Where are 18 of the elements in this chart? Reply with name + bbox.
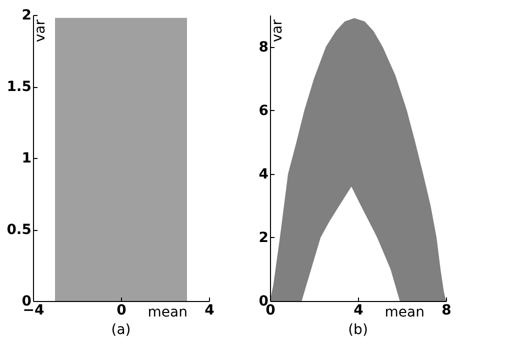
y-axis-title: var bbox=[32, 19, 48, 42]
y-axis-title: var bbox=[270, 19, 286, 42]
y-tick-label: 6 bbox=[258, 102, 268, 119]
y-tick-label: 1 bbox=[22, 150, 32, 166]
y-tick-label: 0.5 bbox=[6, 222, 32, 238]
x-tick-label: 0 bbox=[116, 302, 127, 318]
x-tick-label: 4 bbox=[354, 302, 364, 318]
x-tick-label: 8 bbox=[442, 302, 452, 318]
x-tick-label: 4 bbox=[204, 302, 215, 318]
y-tick-label: 1.5 bbox=[6, 79, 32, 95]
x-axis-title: mean bbox=[148, 304, 188, 320]
x-axis-title: mean bbox=[384, 304, 424, 320]
y-tick-label: 8 bbox=[258, 39, 268, 56]
text: (b) bbox=[348, 322, 368, 338]
text: (a) bbox=[111, 322, 131, 338]
y-tick-label: 2 bbox=[258, 230, 268, 246]
y-tick-label: 4 bbox=[258, 166, 269, 182]
y-tick-label: 2 bbox=[22, 8, 32, 24]
